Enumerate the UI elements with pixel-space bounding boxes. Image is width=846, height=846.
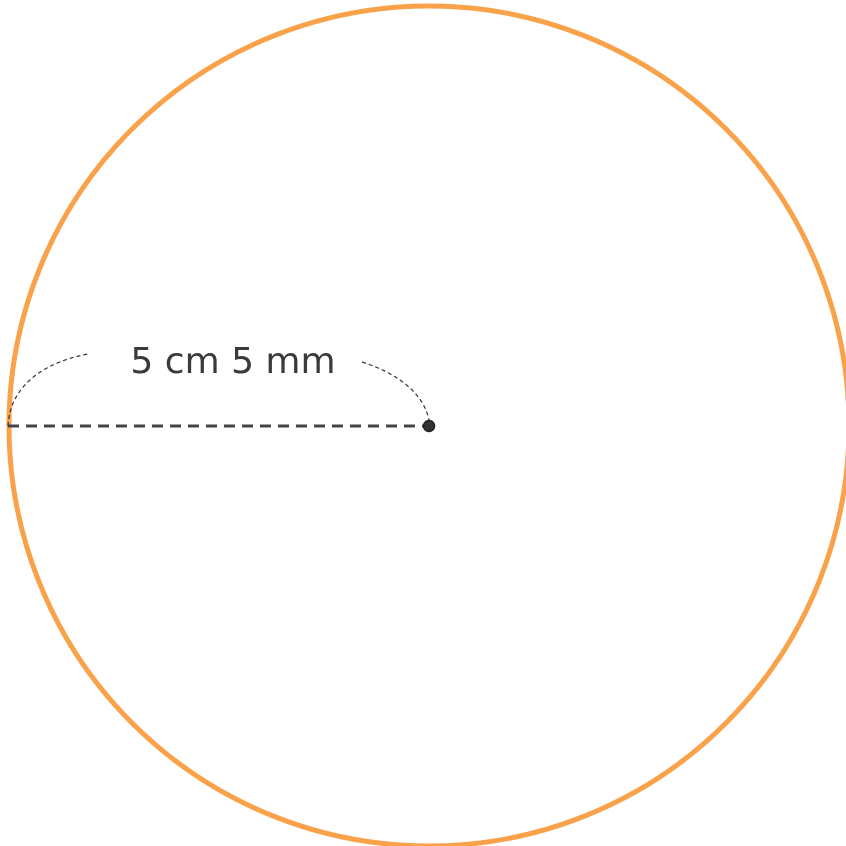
center-point xyxy=(422,419,436,433)
radius-label: 5 cm 5 mm xyxy=(130,341,335,382)
measure-arc-left xyxy=(7,353,89,427)
measure-arc-right xyxy=(361,361,430,421)
